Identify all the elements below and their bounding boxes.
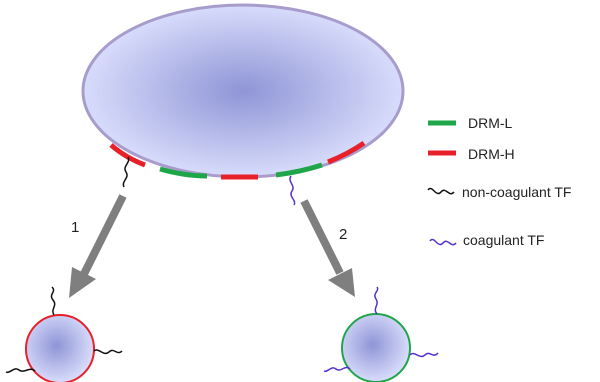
legend-drm-l-label: DRM-L (468, 115, 513, 131)
coagulant-tf-squiggle (289, 175, 296, 206)
drm-h-segment (327, 140, 366, 165)
drm-l-segment (159, 166, 208, 179)
drm-h-segment (109, 143, 146, 168)
vesicle-2 (341, 313, 411, 382)
vesicle-2-tf-top (374, 286, 379, 315)
arrow-2 (300, 199, 355, 297)
legend-drm-h-label: DRM-H (468, 146, 515, 162)
membrane-domains (109, 140, 366, 180)
legend-coagulant-tf-icon (429, 238, 457, 246)
non-coagulant-tf-squiggle (122, 156, 130, 188)
drm-l-segment (275, 162, 323, 178)
legend-coagulant-tf-label: coagulant TF (463, 232, 544, 248)
vesicle-2-tf-bottom (323, 366, 351, 373)
pathway-2-label: 2 (339, 226, 347, 243)
vesicle-1-tf-top (50, 286, 56, 316)
legend-non-coagulant-tf-icon (427, 187, 455, 195)
legend: DRM-L DRM-H non-coagulant TF coagulant T… (427, 115, 571, 248)
vesicle-1-tf-bottom (5, 368, 36, 374)
vesicle-1-tf-right (93, 349, 123, 355)
pathway-1-label: 1 (71, 219, 79, 236)
vesicle-1 (25, 314, 95, 382)
arrow-1 (69, 194, 127, 298)
legend-non-coagulant-tf-label: non-coagulant TF (462, 184, 571, 200)
vesicle-2-tf-right (409, 352, 439, 358)
